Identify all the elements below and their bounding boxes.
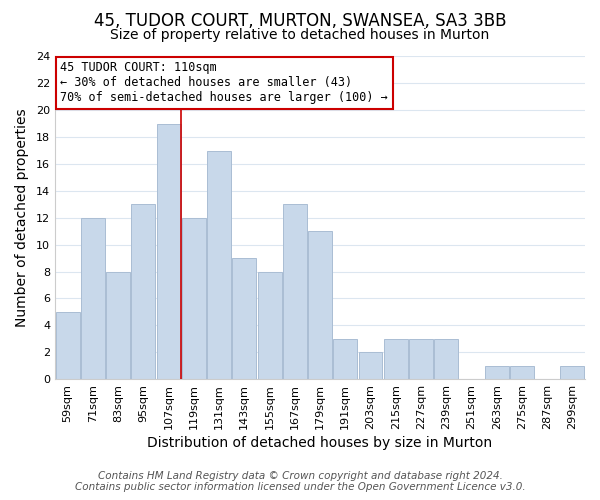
- Bar: [485, 366, 509, 379]
- X-axis label: Distribution of detached houses by size in Murton: Distribution of detached houses by size …: [148, 436, 493, 450]
- Bar: [510, 366, 534, 379]
- Bar: [182, 218, 206, 379]
- Bar: [257, 272, 281, 379]
- Text: Size of property relative to detached houses in Murton: Size of property relative to detached ho…: [110, 28, 490, 42]
- Text: Contains HM Land Registry data © Crown copyright and database right 2024.
Contai: Contains HM Land Registry data © Crown c…: [74, 471, 526, 492]
- Bar: [333, 338, 357, 379]
- Bar: [384, 338, 408, 379]
- Bar: [81, 218, 105, 379]
- Bar: [308, 231, 332, 379]
- Bar: [56, 312, 80, 379]
- Bar: [207, 150, 231, 379]
- Y-axis label: Number of detached properties: Number of detached properties: [15, 108, 29, 327]
- Bar: [560, 366, 584, 379]
- Text: 45 TUDOR COURT: 110sqm
← 30% of detached houses are smaller (43)
70% of semi-det: 45 TUDOR COURT: 110sqm ← 30% of detached…: [61, 62, 388, 104]
- Bar: [232, 258, 256, 379]
- Bar: [434, 338, 458, 379]
- Bar: [106, 272, 130, 379]
- Bar: [359, 352, 382, 379]
- Bar: [131, 204, 155, 379]
- Text: 45, TUDOR COURT, MURTON, SWANSEA, SA3 3BB: 45, TUDOR COURT, MURTON, SWANSEA, SA3 3B…: [94, 12, 506, 30]
- Bar: [157, 124, 181, 379]
- Bar: [283, 204, 307, 379]
- Bar: [409, 338, 433, 379]
